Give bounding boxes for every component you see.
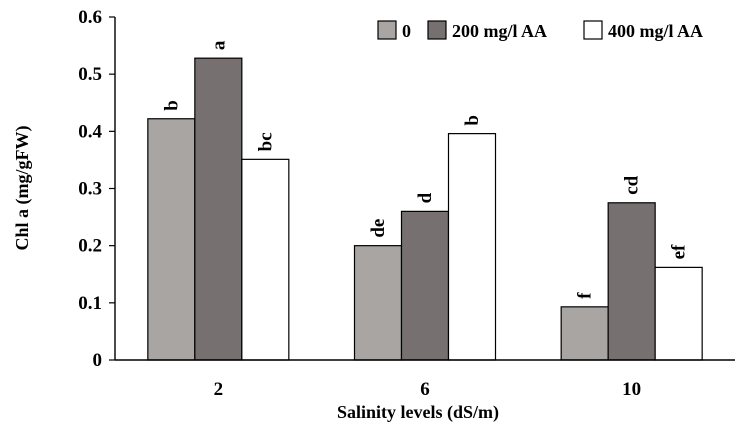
bar-3-10 <box>654 266 703 361</box>
significance-letter: bc <box>255 132 276 151</box>
y-tick-label: 0.4 <box>78 121 102 142</box>
x-axis-ticks: 2 6 10 <box>214 379 642 400</box>
bar-2-10 <box>607 202 656 361</box>
bar-1-2 <box>147 118 196 361</box>
legend: 0 200 mg/l AA 400 mg/l AA <box>377 20 703 41</box>
significance-letter: d <box>415 192 436 203</box>
axes <box>114 17 735 361</box>
significance-letters: b a bc de d b f cd ef <box>161 40 689 299</box>
significance-letter: ef <box>669 244 690 259</box>
y-tick-label: 0.2 <box>78 236 102 257</box>
y-tick-label: 0.5 <box>78 64 102 85</box>
legend-label: 200 mg/l AA <box>452 21 547 41</box>
legend-swatch <box>583 20 603 40</box>
y-tick-label: 0.1 <box>78 293 102 314</box>
y-axis-ticks: 0 0.1 0.2 0.3 0.4 0.5 0.6 <box>78 7 115 371</box>
legend-label: 0 <box>402 21 411 41</box>
significance-letter: b <box>462 115 483 126</box>
legend-swatch <box>427 20 447 40</box>
y-axis-title: Chl a (mg/gFW) <box>12 126 33 251</box>
significance-letter: cd <box>622 175 643 194</box>
significance-letter: b <box>161 100 182 111</box>
legend-label: 400 mg/l AA <box>608 21 703 41</box>
legend-swatch <box>377 20 397 40</box>
y-tick-label: 0.3 <box>78 179 102 200</box>
bar-2-6 <box>400 210 450 361</box>
bar-1-10 <box>560 306 609 361</box>
y-tick-label: 0 <box>93 350 103 371</box>
significance-letter: de <box>368 219 389 238</box>
x-tick-label: 2 <box>214 379 224 400</box>
bars <box>147 57 703 361</box>
bar-1-6 <box>353 245 403 361</box>
significance-letter: a <box>208 40 229 50</box>
bar-3-2 <box>241 158 290 361</box>
x-tick-label: 10 <box>622 379 641 400</box>
y-tick-label: 0.6 <box>78 7 102 28</box>
x-axis-title: Salinity levels (dS/m) <box>337 402 499 423</box>
significance-letter: f <box>575 292 596 299</box>
bar-3-6 <box>447 133 497 361</box>
bar-2-2 <box>194 57 243 361</box>
x-tick-label: 6 <box>420 379 430 400</box>
